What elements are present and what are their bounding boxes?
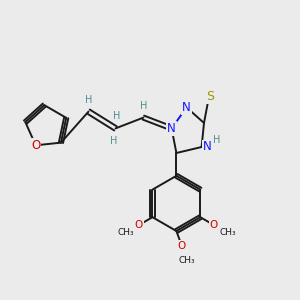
Text: CH₃: CH₃ [179,256,195,265]
Text: H: H [85,95,93,105]
Text: N: N [202,140,211,154]
Text: H: H [140,100,148,111]
Text: N: N [167,122,176,135]
Text: O: O [31,139,40,152]
Text: O: O [178,241,186,251]
Text: O: O [135,220,143,230]
Text: O: O [210,220,218,230]
Text: H: H [110,136,118,146]
Text: H: H [213,135,220,146]
Text: H: H [113,111,121,122]
Text: N: N [182,101,191,114]
Text: S: S [206,89,214,103]
Text: CH₃: CH₃ [117,228,134,237]
Text: CH₃: CH₃ [219,228,236,237]
